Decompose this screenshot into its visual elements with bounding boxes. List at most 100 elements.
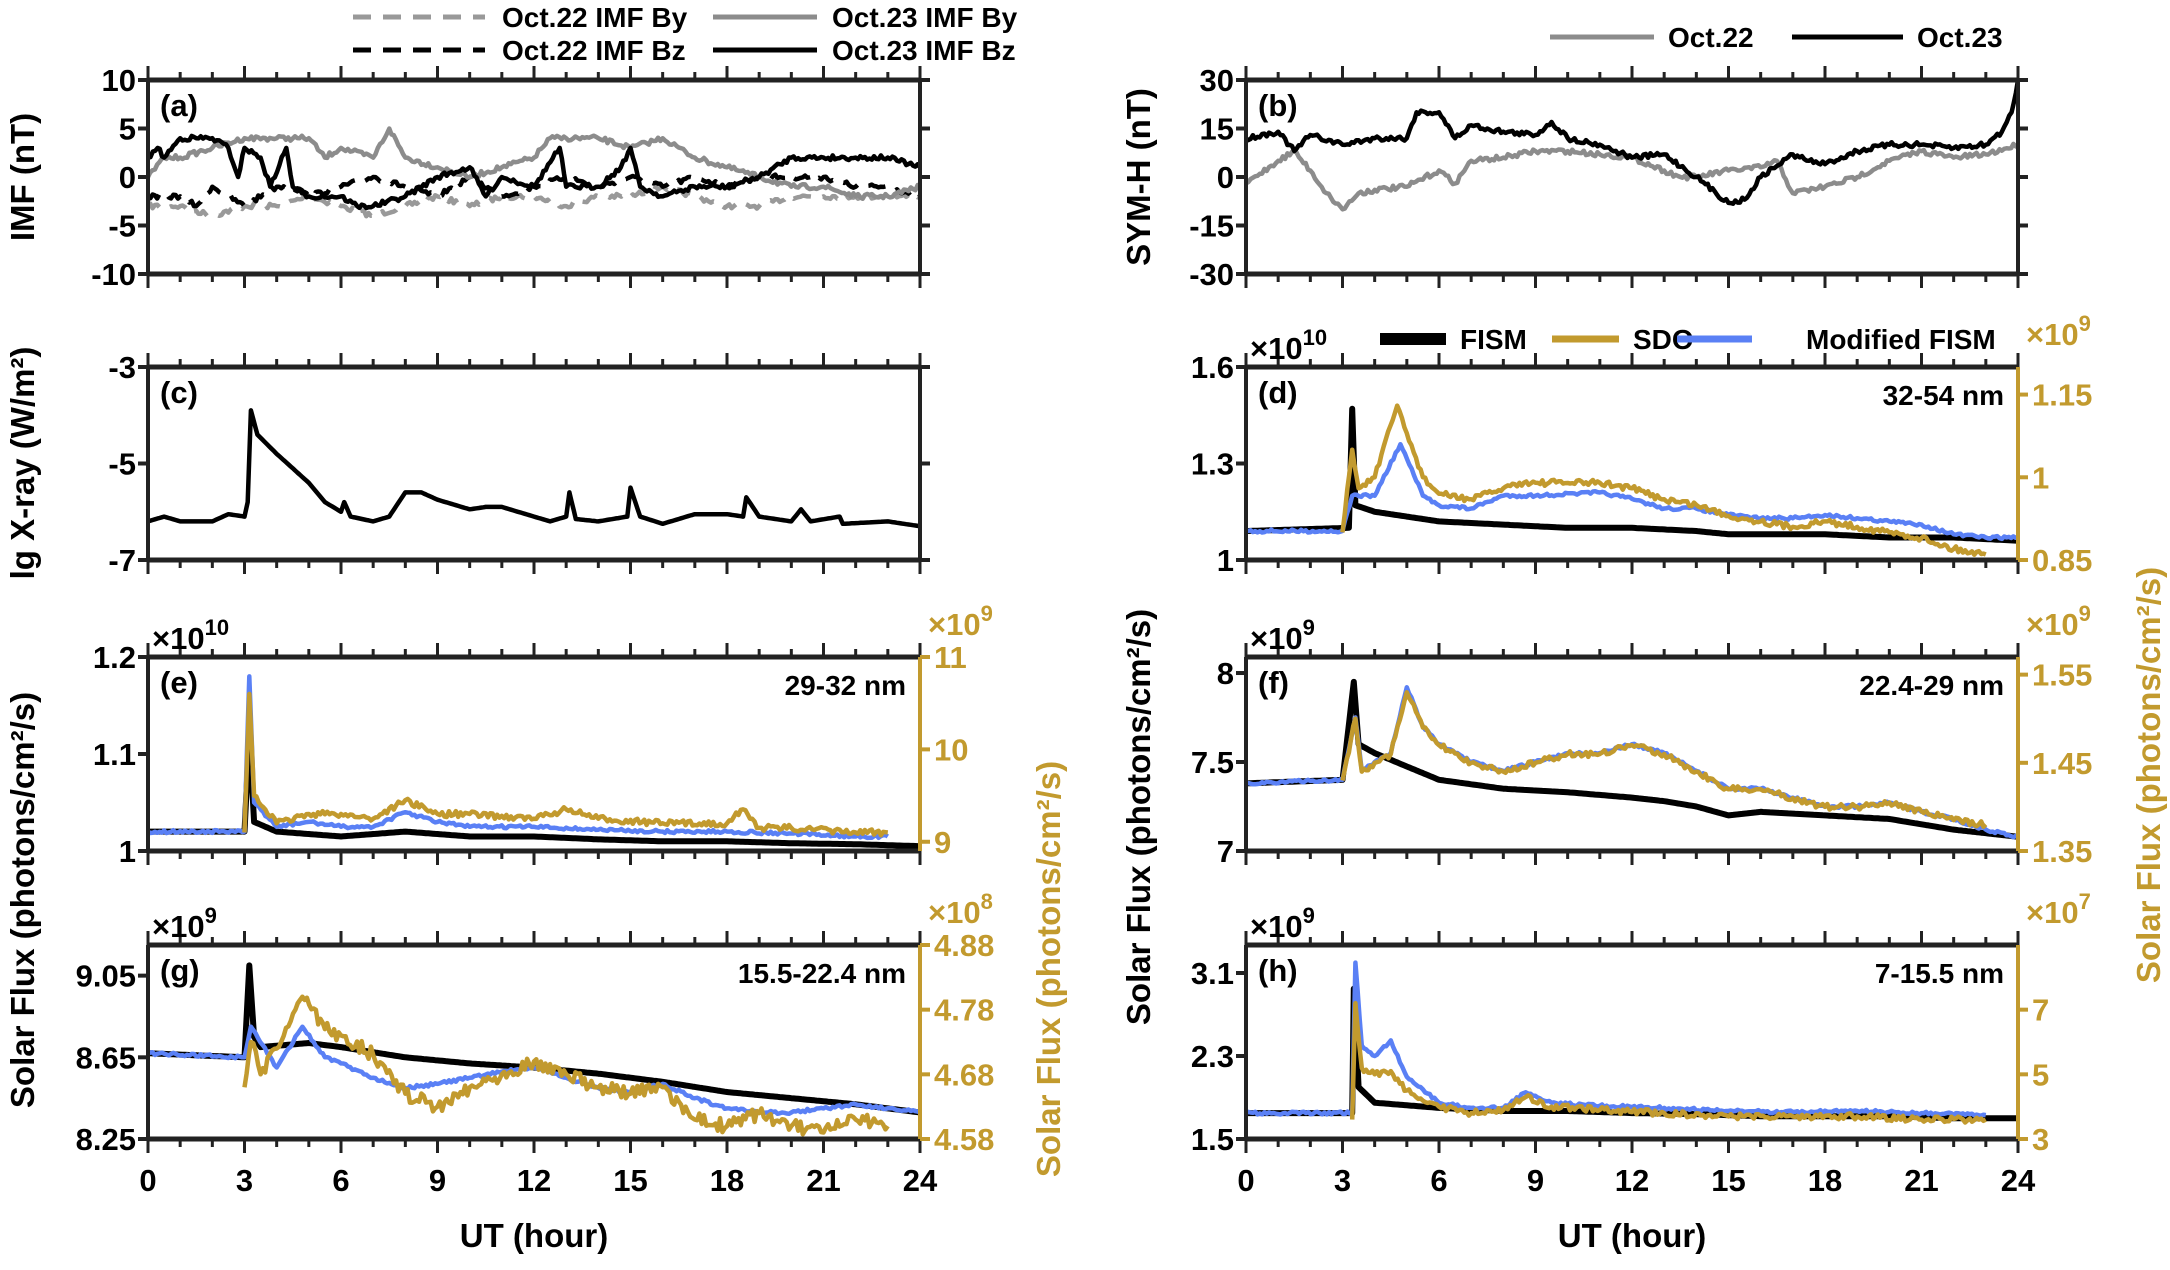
series-line-modified-fism	[1244, 960, 1987, 1118]
y-multiplier: ×109	[1250, 615, 1315, 656]
series-line-xray	[147, 408, 921, 529]
y-tick-label: 15	[1200, 112, 1234, 147]
panel-label: (c)	[160, 375, 198, 410]
y-multiplier-exp: 10	[205, 615, 229, 640]
legend-item: Oct.23 IMF By	[713, 2, 1018, 33]
x-tick-label: 15	[1711, 1163, 1745, 1198]
y-multiplier-base: ×10	[1250, 909, 1303, 944]
legend-item: Oct.22	[1550, 22, 1754, 53]
series-line-fism	[147, 731, 921, 850]
y-multiplier-exp: 9	[205, 903, 217, 928]
y2-multiplier-base: ×10	[928, 607, 981, 642]
y2-tick-label: 4.78	[934, 993, 994, 1028]
y2-multiplier-exp: 9	[981, 601, 993, 626]
legend-item: Modified FISM	[1677, 324, 1996, 355]
legend-label: Oct.22	[1668, 22, 1754, 53]
legend-item: Oct.22 IMF Bz	[353, 35, 686, 66]
legend-label: Modified FISM	[1806, 324, 1996, 355]
x-tick-label: 24	[903, 1163, 938, 1198]
y-tick-label: 1.2	[93, 640, 136, 675]
y2-multiplier-exp: 7	[2079, 889, 2091, 914]
x-tick-label: 24	[2001, 1163, 2036, 1198]
y-multiplier-base: ×10	[1250, 621, 1303, 656]
y-tick-label: 7	[1217, 834, 1234, 869]
y-tick-label: 7.5	[1191, 745, 1234, 780]
y2-tick-label: 10	[934, 732, 968, 767]
y2-multiplier: ×109	[2026, 311, 2091, 352]
series-line-fism	[1245, 405, 2019, 544]
x-tick-label: 21	[806, 1163, 840, 1198]
y-tick-label: 0	[119, 160, 136, 195]
y-tick-label: 1.1	[93, 737, 136, 772]
y-tick-label: 1.3	[1191, 447, 1234, 482]
x-tick-label: 21	[1904, 1163, 1938, 1198]
panel-label: (a)	[160, 88, 198, 123]
y-multiplier: ×109	[1250, 903, 1315, 944]
series-line-modified-fism	[1245, 441, 2019, 542]
series-line-sdo	[1340, 690, 1988, 829]
y-tick-label: 2.3	[1191, 1039, 1234, 1074]
panel-g: 0 3 6 9 12 15 18 21 24 UT (hour) 8.25 8.65 9.05 4.58 4…	[76, 889, 995, 1254]
right-column-sdo-ylabel: Solar Flux (photons/cm²/s)	[2130, 567, 2167, 983]
y-multiplier: ×1010	[1250, 325, 1327, 366]
y-multiplier: ×1010	[152, 615, 229, 656]
panel-a: -10 -5 0 5 10 (a) IMF (nT)	[4, 63, 930, 292]
y-multiplier-exp: 9	[1303, 615, 1315, 640]
legend-label: Oct.23 IMF By	[832, 2, 1018, 33]
y-tick-label: 1.6	[1191, 350, 1234, 385]
y2-tick-label: 4.88	[934, 928, 994, 963]
y-axis-label: lg X-ray (W/m²)	[4, 347, 41, 580]
legend-label: Oct.22 IMF Bz	[502, 35, 686, 66]
series-line-oct-23-imf-by	[145, 126, 922, 202]
series-line-oct-23	[1244, 79, 2021, 206]
y-tick-label: -3	[108, 350, 136, 385]
y-tick-label: -5	[108, 447, 136, 482]
y-tick-label: -15	[1189, 209, 1234, 244]
panel-label: (d)	[1258, 375, 1298, 410]
y2-tick-label: 1.45	[2032, 746, 2092, 781]
y-multiplier-base: ×10	[152, 909, 205, 944]
x-tick-label: 0	[1237, 1163, 1254, 1198]
series-line-sdo	[1340, 403, 1987, 557]
y2-multiplier-exp: 9	[2079, 311, 2091, 336]
y-multiplier-base: ×10	[152, 621, 205, 656]
y2-multiplier-base: ×10	[2026, 317, 2079, 352]
legend-item: SDO	[1552, 324, 1694, 355]
y2-multiplier: ×109	[2026, 601, 2091, 642]
y-tick-label: 1.5	[1191, 1122, 1234, 1157]
y-tick-label: 3.1	[1191, 956, 1234, 991]
y-tick-label: 8.65	[76, 1040, 136, 1075]
y-axis-label: IMF (nT)	[4, 113, 41, 241]
x-tick-label: 9	[429, 1163, 446, 1198]
x-tick-label: 3	[1334, 1163, 1351, 1198]
y2-tick-label: 1.15	[2032, 378, 2092, 413]
y2-multiplier: ×107	[2026, 889, 2091, 930]
right-column-flux-ylabel: Solar Flux (photons/cm²/s)	[1120, 609, 1157, 1025]
x-axis-label: UT (hour)	[460, 1217, 608, 1254]
x-tick-label: 18	[1808, 1163, 1842, 1198]
legend-label: Oct.22 IMF By	[502, 2, 688, 33]
y-multiplier-exp: 9	[1303, 903, 1315, 928]
y-tick-label: 1	[1217, 543, 1234, 578]
x-tick-label: 12	[1615, 1163, 1649, 1198]
y2-multiplier-exp: 9	[2079, 601, 2091, 626]
y2-multiplier: ×108	[928, 889, 993, 930]
panel-label: (f)	[1258, 665, 1289, 700]
y2-multiplier-base: ×10	[2026, 895, 2079, 930]
y-tick-label: -30	[1189, 257, 1234, 292]
y-multiplier: ×109	[152, 903, 217, 944]
y2-multiplier-exp: 8	[981, 889, 993, 914]
y2-tick-label: 5	[2032, 1057, 2049, 1092]
series-line-sdo	[242, 691, 889, 838]
panel-f: 77.581.351.451.55×109 ×109(f) 22.4-29 nm	[1191, 601, 2092, 869]
panel-label: (b)	[1258, 88, 1298, 123]
panel-c: -7 -5 -3 (c) lg X-ray (W/m²)	[4, 347, 930, 580]
legend-item: Oct.23 IMF Bz	[713, 35, 1016, 66]
legend-label: FISM	[1460, 324, 1527, 355]
x-tick-label: 0	[139, 1163, 156, 1198]
legend-label: Oct.23 IMF Bz	[832, 35, 1016, 66]
series-line-oct-22-imf-by	[146, 184, 921, 219]
y2-tick-label: 1.35	[2032, 834, 2092, 869]
y-tick-label: 30	[1200, 63, 1234, 98]
